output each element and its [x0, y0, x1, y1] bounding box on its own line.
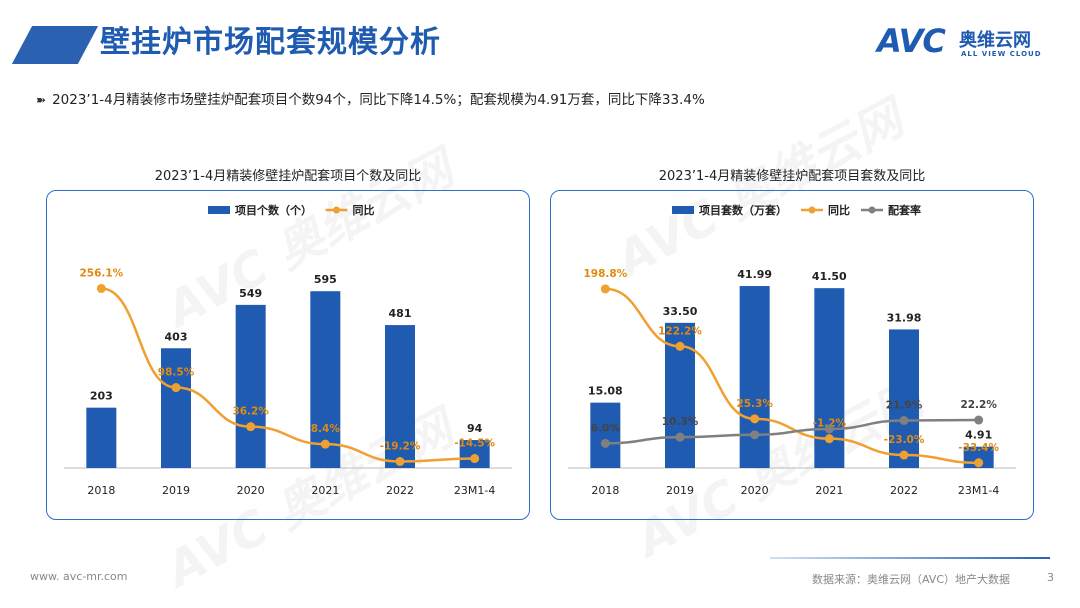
legend-swatch-bar: [208, 206, 230, 214]
legend-label: 项目套数（万套）: [699, 203, 787, 217]
yoy-value-label: 198.8%: [583, 268, 627, 280]
bar: [310, 291, 341, 468]
rate-value-label: 22.2%: [960, 399, 997, 411]
summary-text: 2023’1-4月精装修市场壁挂炉配套项目个数94个，同比下降14.5%；配套规…: [52, 92, 705, 108]
yoy-value-label: -14.5%: [454, 438, 495, 450]
rate-point: [675, 432, 685, 442]
legend-label: 同比: [828, 203, 850, 217]
bar-value-label: 41.50: [812, 270, 847, 283]
yoy-value-label: -19.2%: [380, 440, 421, 452]
bar: [590, 402, 621, 468]
footer-divider: [770, 557, 1050, 559]
bullet-arrow-icon: ➽: [36, 93, 47, 107]
legend-swatch-bar: [672, 206, 694, 214]
yoy-value-label: 98.5%: [158, 367, 195, 379]
x-tick-label: 2020: [741, 484, 769, 497]
yoy-point: [899, 450, 909, 460]
x-tick-label: 2018: [87, 484, 115, 497]
bar-value-label: 33.50: [663, 305, 698, 318]
yoy-point: [395, 456, 405, 466]
logo-cn: 奥维云网: [959, 30, 1031, 51]
bar-value-label: 4.91: [965, 429, 992, 442]
legend-label: 同比: [353, 203, 375, 217]
x-tick-label: 2021: [815, 484, 843, 497]
chart1-svg: 项目个数（个） 同比 203 2018 403 2019 549 2020 595 2021 481…: [64, 203, 512, 497]
x-tick-label: 2019: [666, 484, 694, 497]
bar: [385, 325, 415, 468]
yoy-point: [750, 414, 760, 424]
avc-logo: AVC 奥维云网 ALL VIEW CLOUD: [877, 20, 1052, 66]
bar-value-label: 549: [239, 287, 262, 300]
bar: [889, 329, 919, 468]
summary-line: ➽ 2023’1-4月精装修市场壁挂炉配套项目个数94个，同比下降14.5%；配套…: [36, 88, 705, 108]
bar: [235, 304, 266, 468]
yoy-value-label: 25.3%: [736, 398, 773, 410]
rate-value-label: 10.3%: [662, 416, 699, 428]
bar: [739, 286, 770, 468]
yoy-value-label: 256.1%: [79, 267, 123, 279]
x-tick-label: 2019: [162, 484, 190, 497]
legend-swatch-dot: [868, 206, 876, 214]
legend-swatch-dot: [333, 206, 340, 214]
bar-value-label: 595: [314, 273, 337, 286]
rate-point: [899, 415, 909, 425]
yoy-point: [470, 454, 480, 464]
bar-value-label: 203: [90, 390, 113, 403]
rate-line: [605, 418, 979, 445]
bar-value-label: 403: [165, 330, 188, 343]
yoy-point: [600, 284, 610, 294]
yoy-value-label: 8.4%: [311, 423, 341, 435]
x-tick-label: 2021: [311, 484, 339, 497]
logo-mark: AVC: [877, 22, 946, 60]
footer-url[interactable]: www. avc-mr.com: [30, 570, 128, 583]
bar-value-label: 94: [467, 422, 483, 435]
footer-source: 数据来源：奥维云网（AVC）地产大数据: [811, 573, 1010, 586]
x-tick-label: 23M1-4: [454, 484, 495, 497]
x-tick-label: 2018: [591, 484, 619, 497]
legend-swatch-dot: [808, 206, 816, 214]
rate-point: [600, 438, 610, 448]
yoy-value-label: -33.4%: [958, 442, 999, 454]
rate-point: [974, 415, 984, 425]
x-tick-label: 2022: [890, 484, 918, 497]
bar-value-label: 481: [389, 307, 412, 320]
x-tick-label: 2022: [386, 484, 414, 497]
yoy-point: [246, 422, 256, 432]
logo-en: ALL VIEW CLOUD: [961, 50, 1042, 58]
bar-value-label: 15.08: [588, 385, 623, 398]
bar: [459, 440, 490, 468]
rate-value-label: 6.0%: [591, 422, 621, 434]
yoy-point: [320, 439, 330, 449]
chart2-title: 2023’1-4月精装修壁挂炉配套项目套数及同比: [658, 169, 926, 184]
yoy-value-label: -1.2%: [813, 418, 847, 430]
yoy-point: [974, 458, 984, 468]
yoy-point: [171, 383, 181, 393]
rate-point: [750, 430, 760, 440]
chart1-title: 2023’1-4月精装修壁挂炉配套项目个数及同比: [154, 169, 422, 184]
bar-value-label: 31.98: [887, 311, 922, 324]
yoy-point: [824, 434, 834, 444]
legend-label: 项目个数（个）: [235, 203, 312, 217]
yoy-point: [675, 341, 685, 351]
x-tick-label: 2020: [237, 484, 265, 497]
rate-point: [824, 424, 834, 434]
x-tick-label: 23M1-4: [958, 484, 999, 497]
yoy-value-label: 36.2%: [232, 406, 269, 418]
bar: [161, 348, 191, 468]
page-title: 壁挂炉市场配套规模分析: [100, 25, 441, 60]
chart1-panel: [46, 190, 530, 520]
chart2-svg: 项目套数（万套） 同比 配套率 15.08 2018 33.50 2019 41.99 2020…: [568, 203, 1016, 497]
bar-value-label: 41.99: [737, 268, 772, 281]
header-decoration: [11, 26, 99, 64]
chart2-panel: [550, 190, 1034, 520]
yoy-value-label: -23.0%: [884, 434, 925, 446]
yoy-value-label: 122.2%: [658, 325, 702, 337]
bar: [86, 407, 117, 468]
yoy-point: [96, 283, 106, 293]
legend-label: 配套率: [888, 203, 921, 217]
page-number: 3: [1047, 571, 1054, 584]
rate-value-label: 21.9%: [886, 399, 923, 411]
